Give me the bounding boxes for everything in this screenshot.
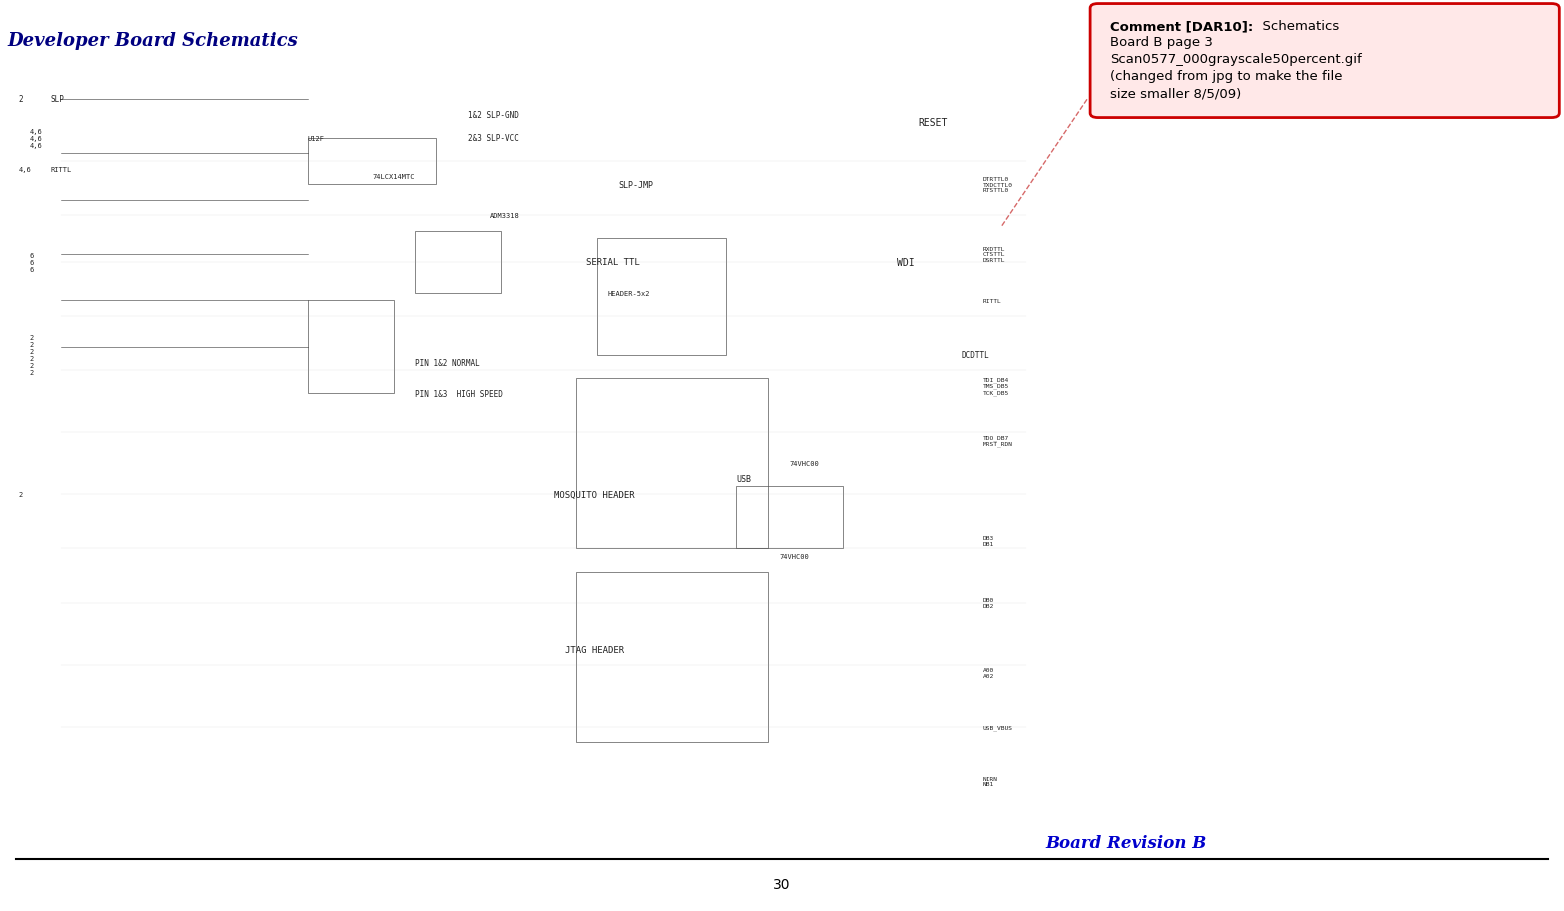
Text: 1&2 SLP-GND: 1&2 SLP-GND xyxy=(469,111,519,119)
Bar xyxy=(737,486,843,548)
Bar xyxy=(308,138,436,185)
Text: PIN 1&2 NORMAL: PIN 1&2 NORMAL xyxy=(414,359,480,367)
Text: DCDTTL: DCDTTL xyxy=(962,351,988,360)
Text: USB: USB xyxy=(737,475,751,484)
Text: 2: 2 xyxy=(19,96,23,104)
FancyBboxPatch shape xyxy=(1090,5,1559,118)
Text: Board Revision B: Board Revision B xyxy=(1045,834,1207,851)
Text: 4,6
4,6
4,6: 4,6 4,6 4,6 xyxy=(30,128,42,148)
Text: 4,6: 4,6 xyxy=(19,167,31,172)
Text: A00
A02: A00 A02 xyxy=(982,668,995,678)
Text: U12F: U12F xyxy=(308,136,325,141)
Text: 74LCX14MTC: 74LCX14MTC xyxy=(372,174,414,180)
Text: Schematics: Schematics xyxy=(1254,20,1340,33)
Text: Developer Board Schematics: Developer Board Schematics xyxy=(8,32,299,50)
Text: DB0
DB2: DB0 DB2 xyxy=(982,598,995,609)
Text: 30: 30 xyxy=(773,876,791,891)
Text: 74VHC00: 74VHC00 xyxy=(790,461,820,466)
Text: NIRN
NB1: NIRN NB1 xyxy=(982,776,998,786)
Text: DTRTTL0
TXDCTTL0
RTSTTL0: DTRTTL0 TXDCTTL0 RTSTTL0 xyxy=(982,177,1013,193)
Bar xyxy=(597,239,726,355)
Text: SLP-JMP: SLP-JMP xyxy=(618,180,654,189)
Text: WDI: WDI xyxy=(898,258,915,267)
Text: ADM3318: ADM3318 xyxy=(490,213,519,219)
Text: SERIAL TTL: SERIAL TTL xyxy=(586,258,640,267)
Text: MOSQUITO HEADER: MOSQUITO HEADER xyxy=(554,490,635,499)
Text: 2&3 SLP-VCC: 2&3 SLP-VCC xyxy=(469,134,519,143)
Text: JTAG HEADER: JTAG HEADER xyxy=(565,645,624,654)
Text: RITTL: RITTL xyxy=(50,167,72,172)
Text: USB_VBUS: USB_VBUS xyxy=(982,724,1013,730)
Bar xyxy=(414,231,500,293)
Text: Board B page 3
Scan0577_000grayscale50percent.gif
(changed from jpg to make the : Board B page 3 Scan0577_000grayscale50pe… xyxy=(1110,36,1362,100)
Text: 2
2
2
2
2
2: 2 2 2 2 2 2 xyxy=(30,335,33,375)
Bar xyxy=(576,379,768,548)
Bar xyxy=(308,301,394,394)
Bar xyxy=(576,572,768,742)
Text: TDI_DB4
TMS_DB5
TCK_DB5: TDI_DB4 TMS_DB5 TCK_DB5 xyxy=(982,377,1009,395)
Text: PIN 1&3  HIGH SPEED: PIN 1&3 HIGH SPEED xyxy=(414,390,502,398)
Text: TDO_DB7
MRST_RDN: TDO_DB7 MRST_RDN xyxy=(982,435,1013,446)
Text: 74VHC00: 74VHC00 xyxy=(779,554,809,559)
Text: 2: 2 xyxy=(19,492,23,497)
Text: HEADER-5x2: HEADER-5x2 xyxy=(608,291,651,296)
Text: SLP: SLP xyxy=(50,96,64,104)
Text: RITTL: RITTL xyxy=(982,299,1001,303)
Text: RXDTTL
CTSTTL
DSRTTL: RXDTTL CTSTTL DSRTTL xyxy=(982,246,1006,263)
Text: Comment [DAR10]:: Comment [DAR10]: xyxy=(1110,20,1254,33)
Text: DB3
DB1: DB3 DB1 xyxy=(982,536,995,547)
Text: 6
6
6: 6 6 6 xyxy=(30,252,33,272)
Text: RESET: RESET xyxy=(918,118,948,128)
